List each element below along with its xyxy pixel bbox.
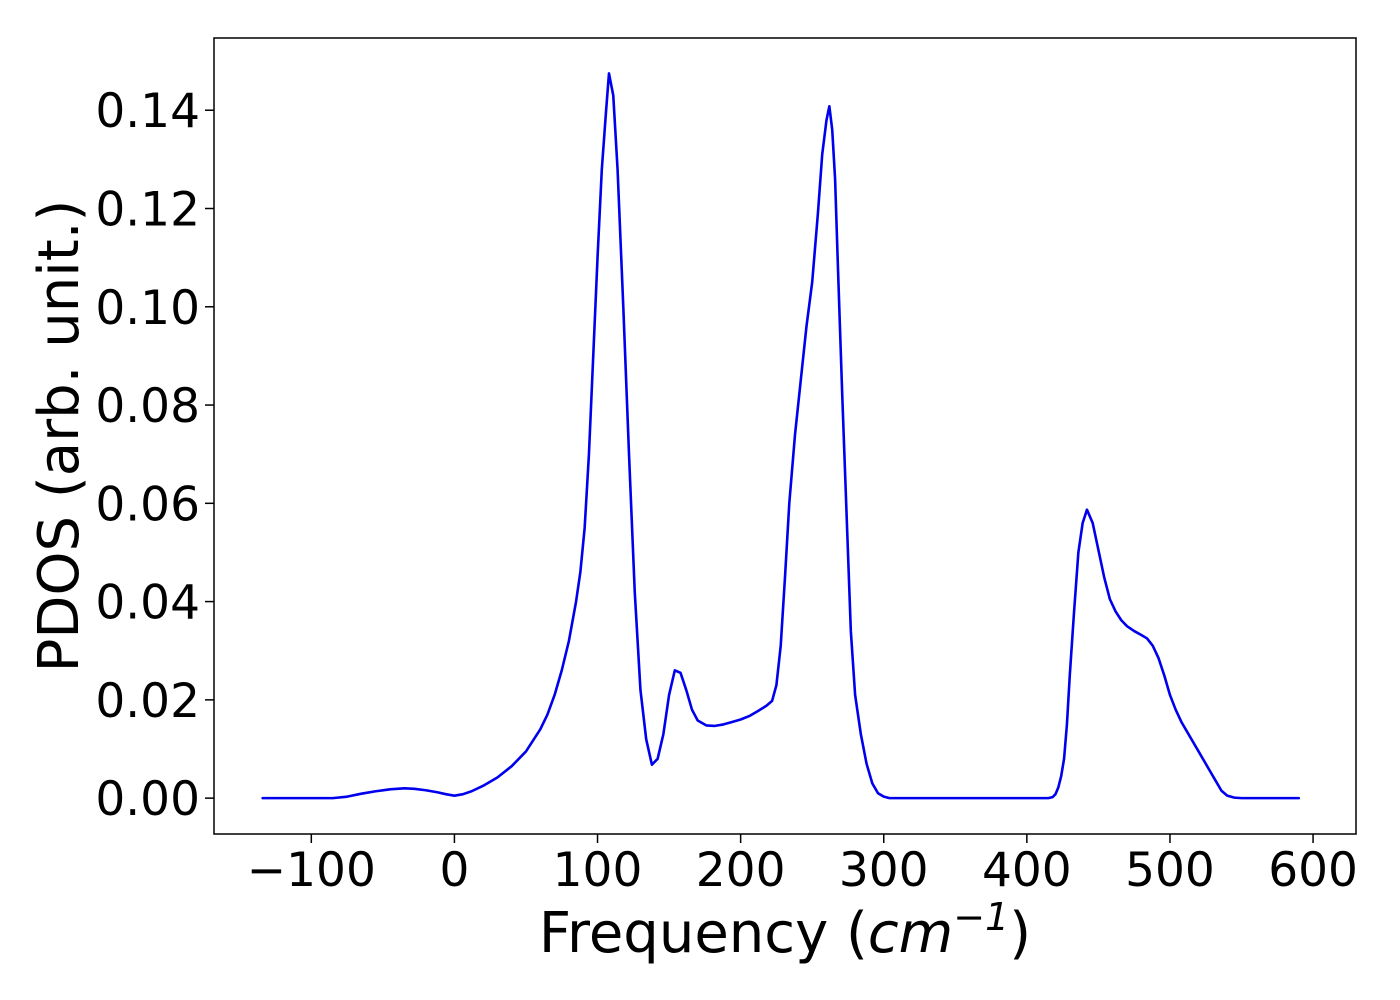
x-tick-label: −100 xyxy=(247,843,376,898)
x-tick-label: 300 xyxy=(839,843,929,898)
y-tick-label: 0.14 xyxy=(95,84,200,139)
x-tick-label: 0 xyxy=(439,843,469,898)
plot-frame xyxy=(213,37,1357,835)
x-tick-label: 200 xyxy=(696,843,786,898)
x-tick-label: 100 xyxy=(553,843,643,898)
y-tick-label: 0.02 xyxy=(95,674,200,729)
x-axis-label-close: ) xyxy=(1009,901,1031,966)
series-line xyxy=(261,72,1301,800)
y-tick-label: 0.06 xyxy=(95,477,200,532)
x-axis-label: Frequency (cm−1) xyxy=(539,895,1031,966)
x-axis-label-text: Frequency ( xyxy=(539,901,868,966)
x-tick-label: 400 xyxy=(982,843,1072,898)
y-tick-label: 0.12 xyxy=(95,183,200,238)
x-tick-label: 500 xyxy=(1125,843,1215,898)
y-tick-label: 0.00 xyxy=(95,772,200,827)
x-tick-label: 600 xyxy=(1268,843,1358,898)
y-tick-label: 0.08 xyxy=(95,379,200,434)
y-axis-ticks: 0.00 0.02 0.04 0.06 0.08 0.10 0.12 0.14 xyxy=(95,84,214,827)
series-layer xyxy=(261,72,1301,800)
x-axis-label-exponent: −1 xyxy=(953,895,1009,939)
x-axis-label-unit: cm xyxy=(868,901,953,966)
y-tick-label: 0.10 xyxy=(95,281,200,336)
y-axis-label: PDOS (arb. unit.) xyxy=(27,200,92,673)
y-tick-label: 0.04 xyxy=(95,576,200,631)
x-axis-ticks: −100 0 100 200 300 400 500 600 xyxy=(247,834,1358,898)
